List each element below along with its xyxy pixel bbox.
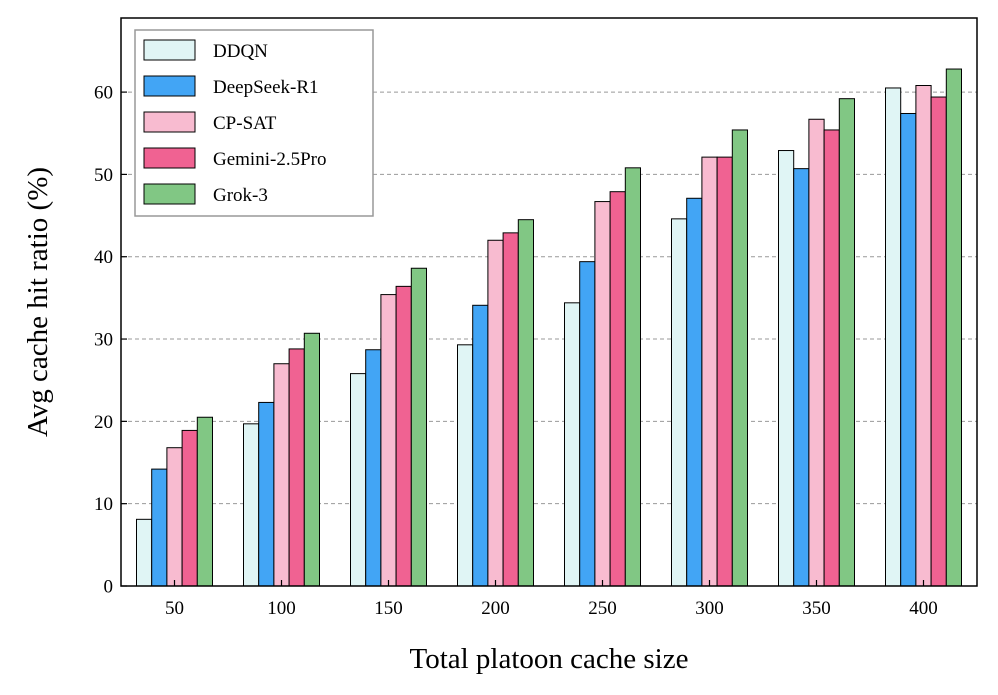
legend-label: CP-SAT [213,113,277,134]
bar-ddqn-100 [243,423,260,587]
x-tick-label: 100 [267,598,296,619]
bar-ddqn-150 [350,373,367,587]
x-axis-title: Total platoon cache size [410,643,689,675]
x-tick-label: 200 [481,598,510,619]
legend-swatch [143,111,196,133]
bar-gemini-2-5pro-250 [609,191,626,587]
y-axis-title: Avg cache hit ratio (%) [22,167,54,437]
bar-cp-sat-350 [808,118,825,587]
x-tick-label: 50 [165,598,184,619]
bar-ddqn-400 [885,87,902,587]
x-tick-label: 400 [909,598,938,619]
y-tick-label: 0 [104,577,114,598]
legend-label: DeepSeek-R1 [213,77,319,98]
x-tick-label: 250 [588,598,617,619]
bar-ddqn-200 [457,344,474,587]
legend-label: Grok-3 [213,185,268,206]
bar-deepseek-r1-200 [472,304,489,587]
axis-ticks: 0 10 20 30 40 50 60 50 100 150 200 250 300 350 400 [94,83,938,619]
legend-swatch [143,147,196,169]
bar-grok-3-100 [303,332,320,587]
bar-gemini-2-5pro-100 [288,348,305,587]
bar-ddqn-50 [136,518,153,587]
bar-deepseek-r1-100 [258,401,275,587]
bar-deepseek-r1-250 [579,261,596,587]
y-tick-label: 50 [94,165,113,186]
bar-grok-3-50 [196,416,214,587]
bar-cp-sat-300 [701,156,718,587]
bar-grok-3-250 [624,167,641,587]
bar-cp-sat-100 [273,363,290,587]
bar-deepseek-r1-400 [900,112,917,587]
legend-swatch [143,75,196,97]
y-tick-label: 30 [94,330,113,351]
bar-deepseek-r1-150 [365,349,382,587]
bar-cp-sat-50 [166,447,183,587]
bar-grok-3-200 [517,219,534,587]
bar-grok-3-300 [731,129,748,587]
y-tick-label: 20 [94,412,113,433]
legend-label: DDQN [213,41,268,62]
y-tick-label: 40 [94,247,113,268]
bar-gemini-2-5pro-400 [930,96,947,587]
bar-ddqn-300 [671,218,688,587]
bar-gemini-2-5pro-200 [502,232,519,587]
bar-deepseek-r1-300 [686,197,703,587]
y-tick-label: 10 [94,494,113,515]
bar-cp-sat-150 [380,294,397,587]
legend-swatch [143,183,196,205]
plot-frame [120,17,978,587]
bar-gemini-2-5pro-150 [395,285,412,587]
x-tick-label: 150 [374,598,403,619]
x-tick-label: 300 [695,598,724,619]
bar-cp-sat-250 [594,201,611,587]
bar-grok-3-350 [838,98,855,587]
legend-swatch [143,39,196,61]
bar-cp-sat-400 [915,85,932,587]
bar-ddqn-250 [564,302,581,587]
bar-gemini-2-5pro-50 [181,429,198,587]
bar-cp-sat-200 [487,239,504,587]
bar-gemini-2-5pro-300 [716,156,733,587]
bar-ddqn-350 [778,150,795,587]
legend-label: Gemini-2.5Pro [213,149,326,170]
x-tick-label: 350 [802,598,831,619]
bar-grok-3-400 [945,68,962,587]
bar-gemini-2-5pro-350 [823,129,840,587]
bar-deepseek-r1-50 [151,468,168,587]
bar-deepseek-r1-350 [793,168,810,587]
legend: DDQN DeepSeek-R1 CP-SAT Gemini-2.5Pro Grok-3 [134,29,374,217]
bars [136,68,962,587]
bar-grok-3-150 [410,267,427,587]
y-tick-label: 60 [94,83,113,104]
